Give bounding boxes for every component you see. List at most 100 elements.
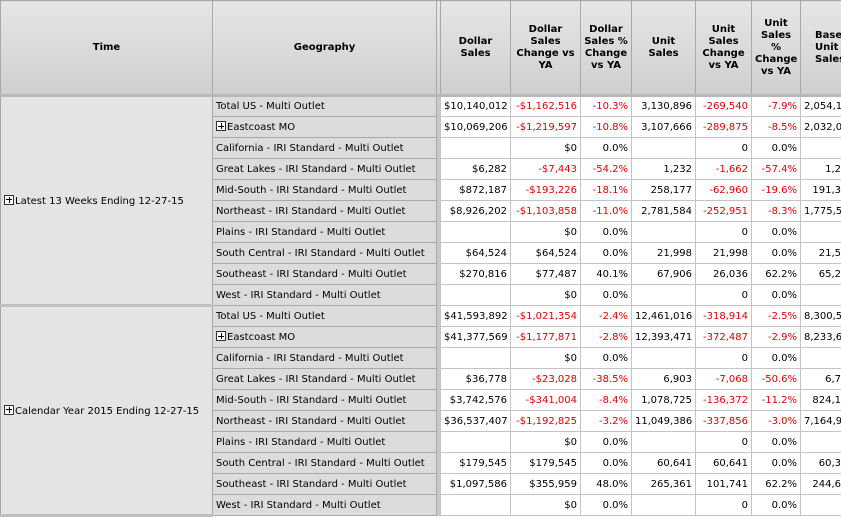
- separator: [436, 410, 441, 432]
- geography-label: Total US - Multi Outlet: [216, 101, 325, 112]
- value: 65,2: [818, 268, 841, 280]
- value-cell: [631, 137, 696, 159]
- data-row: Plains - IRI Standard - Multi Outlet $0 0.…: [1, 221, 841, 243]
- value: 0.0%: [602, 142, 628, 154]
- value: $1,097,586: [449, 478, 507, 490]
- expand-icon[interactable]: [216, 331, 226, 341]
- value: 2,032,0: [804, 121, 841, 133]
- geography-label: South Central - IRI Standard - Multi Out…: [216, 247, 425, 259]
- value: 258,177: [650, 184, 692, 196]
- value-cell: 1,232: [631, 158, 696, 180]
- value: 0.0%: [602, 457, 628, 469]
- value: -11.2%: [761, 394, 797, 406]
- value-cell: $0: [510, 431, 581, 453]
- separator: [436, 473, 441, 495]
- value-cell: -$1,219,597: [510, 116, 581, 138]
- value: -50.6%: [761, 373, 797, 385]
- value-cell: $64,524: [440, 242, 511, 264]
- geography-cell: Southeast - IRI Standard - Multi Outlet: [212, 263, 437, 285]
- value-cell: 2,032,0: [800, 116, 841, 138]
- column-header: Unit Sales: [631, 0, 696, 97]
- value-cell: 0.0%: [580, 221, 632, 243]
- value-cell: 3,107,666: [631, 116, 696, 138]
- value: -62,960: [709, 184, 748, 196]
- value: -2.5%: [767, 310, 797, 322]
- value-cell: $10,140,012: [440, 95, 511, 117]
- value-cell: $6,282: [440, 158, 511, 180]
- value: 0.0%: [602, 226, 628, 238]
- expand-icon[interactable]: [4, 194, 14, 205]
- value: -2.4%: [598, 310, 628, 322]
- value: 60,641: [657, 457, 692, 469]
- value-cell: 1,2: [800, 158, 841, 180]
- column-header: Base Unit Sales: [800, 0, 841, 97]
- value-cell: 101,741: [695, 473, 752, 495]
- value: 0.0%: [771, 289, 797, 301]
- value-cell: [440, 137, 511, 159]
- value: $64,524: [535, 247, 577, 259]
- value-cell: 65,2: [800, 263, 841, 285]
- geography-label: Northeast - IRI Standard - Multi Outlet: [216, 415, 406, 427]
- value-cell: -8.3%: [751, 200, 801, 222]
- value-cell: -11.0%: [580, 200, 632, 222]
- value-cell: [440, 284, 511, 306]
- value: $41,593,892: [444, 310, 508, 322]
- value: -$1,021,354: [516, 310, 577, 322]
- geography-label: Mid-South - IRI Standard - Multi Outlet: [216, 184, 407, 196]
- value-cell: -318,914: [695, 305, 752, 327]
- value-cell: -$1,021,354: [510, 305, 581, 327]
- value: -318,914: [703, 310, 748, 322]
- geography-cell: South Central - IRI Standard - Multi Out…: [212, 242, 437, 264]
- value: -3.2%: [598, 415, 628, 427]
- value-cell: $41,377,569: [440, 326, 511, 348]
- value: 244,6: [812, 478, 841, 490]
- value: 40.1%: [596, 268, 628, 280]
- geography-label: West - IRI Standard - Multi Outlet: [216, 289, 381, 301]
- value-cell: 0.0%: [751, 284, 801, 306]
- value: 0.0%: [771, 247, 797, 259]
- value-cell: 67,906: [631, 263, 696, 285]
- value-cell: 0.0%: [580, 494, 632, 516]
- header-row: Time Geography Dollar Sales Dollar Sales Ch…: [0, 0, 841, 97]
- data-row: Calendar Year 2015 Ending 12-27-15 Total …: [0, 305, 841, 517]
- geography-label: Eastcoast MO: [227, 332, 296, 343]
- value-cell: -54.2%: [580, 158, 632, 180]
- data-row: Plains - IRI Standard - Multi Outlet $0 0.…: [1, 431, 841, 453]
- value: $872,187: [459, 184, 507, 196]
- column-header-text: Dollar Sales Change vs YA: [516, 23, 575, 71]
- value: 12,393,471: [635, 331, 693, 343]
- data-row: Latest 13 Weeks Ending 12-27-15 Total US …: [0, 95, 841, 307]
- value-cell: $3,742,576: [440, 389, 511, 411]
- expand-icon[interactable]: [216, 121, 226, 131]
- value-cell: 0: [695, 221, 752, 243]
- geography-cell: Northeast - IRI Standard - Multi Outlet: [212, 200, 437, 222]
- value-cell: 2,054,1: [800, 95, 841, 117]
- value: -57.4%: [761, 163, 797, 175]
- geography-label: Great Lakes - IRI Standard - Multi Outle…: [216, 163, 416, 175]
- geography-cell: Plains - IRI Standard - Multi Outlet: [212, 431, 437, 453]
- value: -252,951: [703, 205, 748, 217]
- geography-cell: Northeast - IRI Standard - Multi Outlet: [212, 410, 437, 432]
- value-cell: [800, 494, 841, 516]
- value-cell: 0.0%: [580, 284, 632, 306]
- value-cell: 0.0%: [580, 452, 632, 474]
- geography-label: Eastcoast MO: [227, 122, 296, 133]
- value-cell: $8,926,202: [440, 200, 511, 222]
- value: 21,998: [713, 247, 748, 259]
- value: 0: [741, 499, 748, 511]
- value-cell: [440, 431, 511, 453]
- time-label: Latest 13 Weeks Ending 12-27-15: [15, 195, 184, 207]
- geography-cell: Mid-South - IRI Standard - Multi Outlet: [212, 389, 437, 411]
- value: $64,524: [465, 247, 507, 259]
- value-cell: 0.0%: [751, 452, 801, 474]
- value-cell: $1,097,586: [440, 473, 511, 495]
- value-cell: -62,960: [695, 179, 752, 201]
- value: -10.8%: [592, 121, 628, 133]
- value-cell: $0: [510, 221, 581, 243]
- value-cell: 0.0%: [751, 242, 801, 264]
- column-header-text: Unit Sales % Change vs YA: [755, 17, 798, 77]
- expand-icon[interactable]: [4, 404, 14, 415]
- value-cell: [631, 284, 696, 306]
- time-label: Calendar Year 2015 Ending 12-27-15: [15, 405, 200, 417]
- value-cell: -$7,443: [510, 158, 581, 180]
